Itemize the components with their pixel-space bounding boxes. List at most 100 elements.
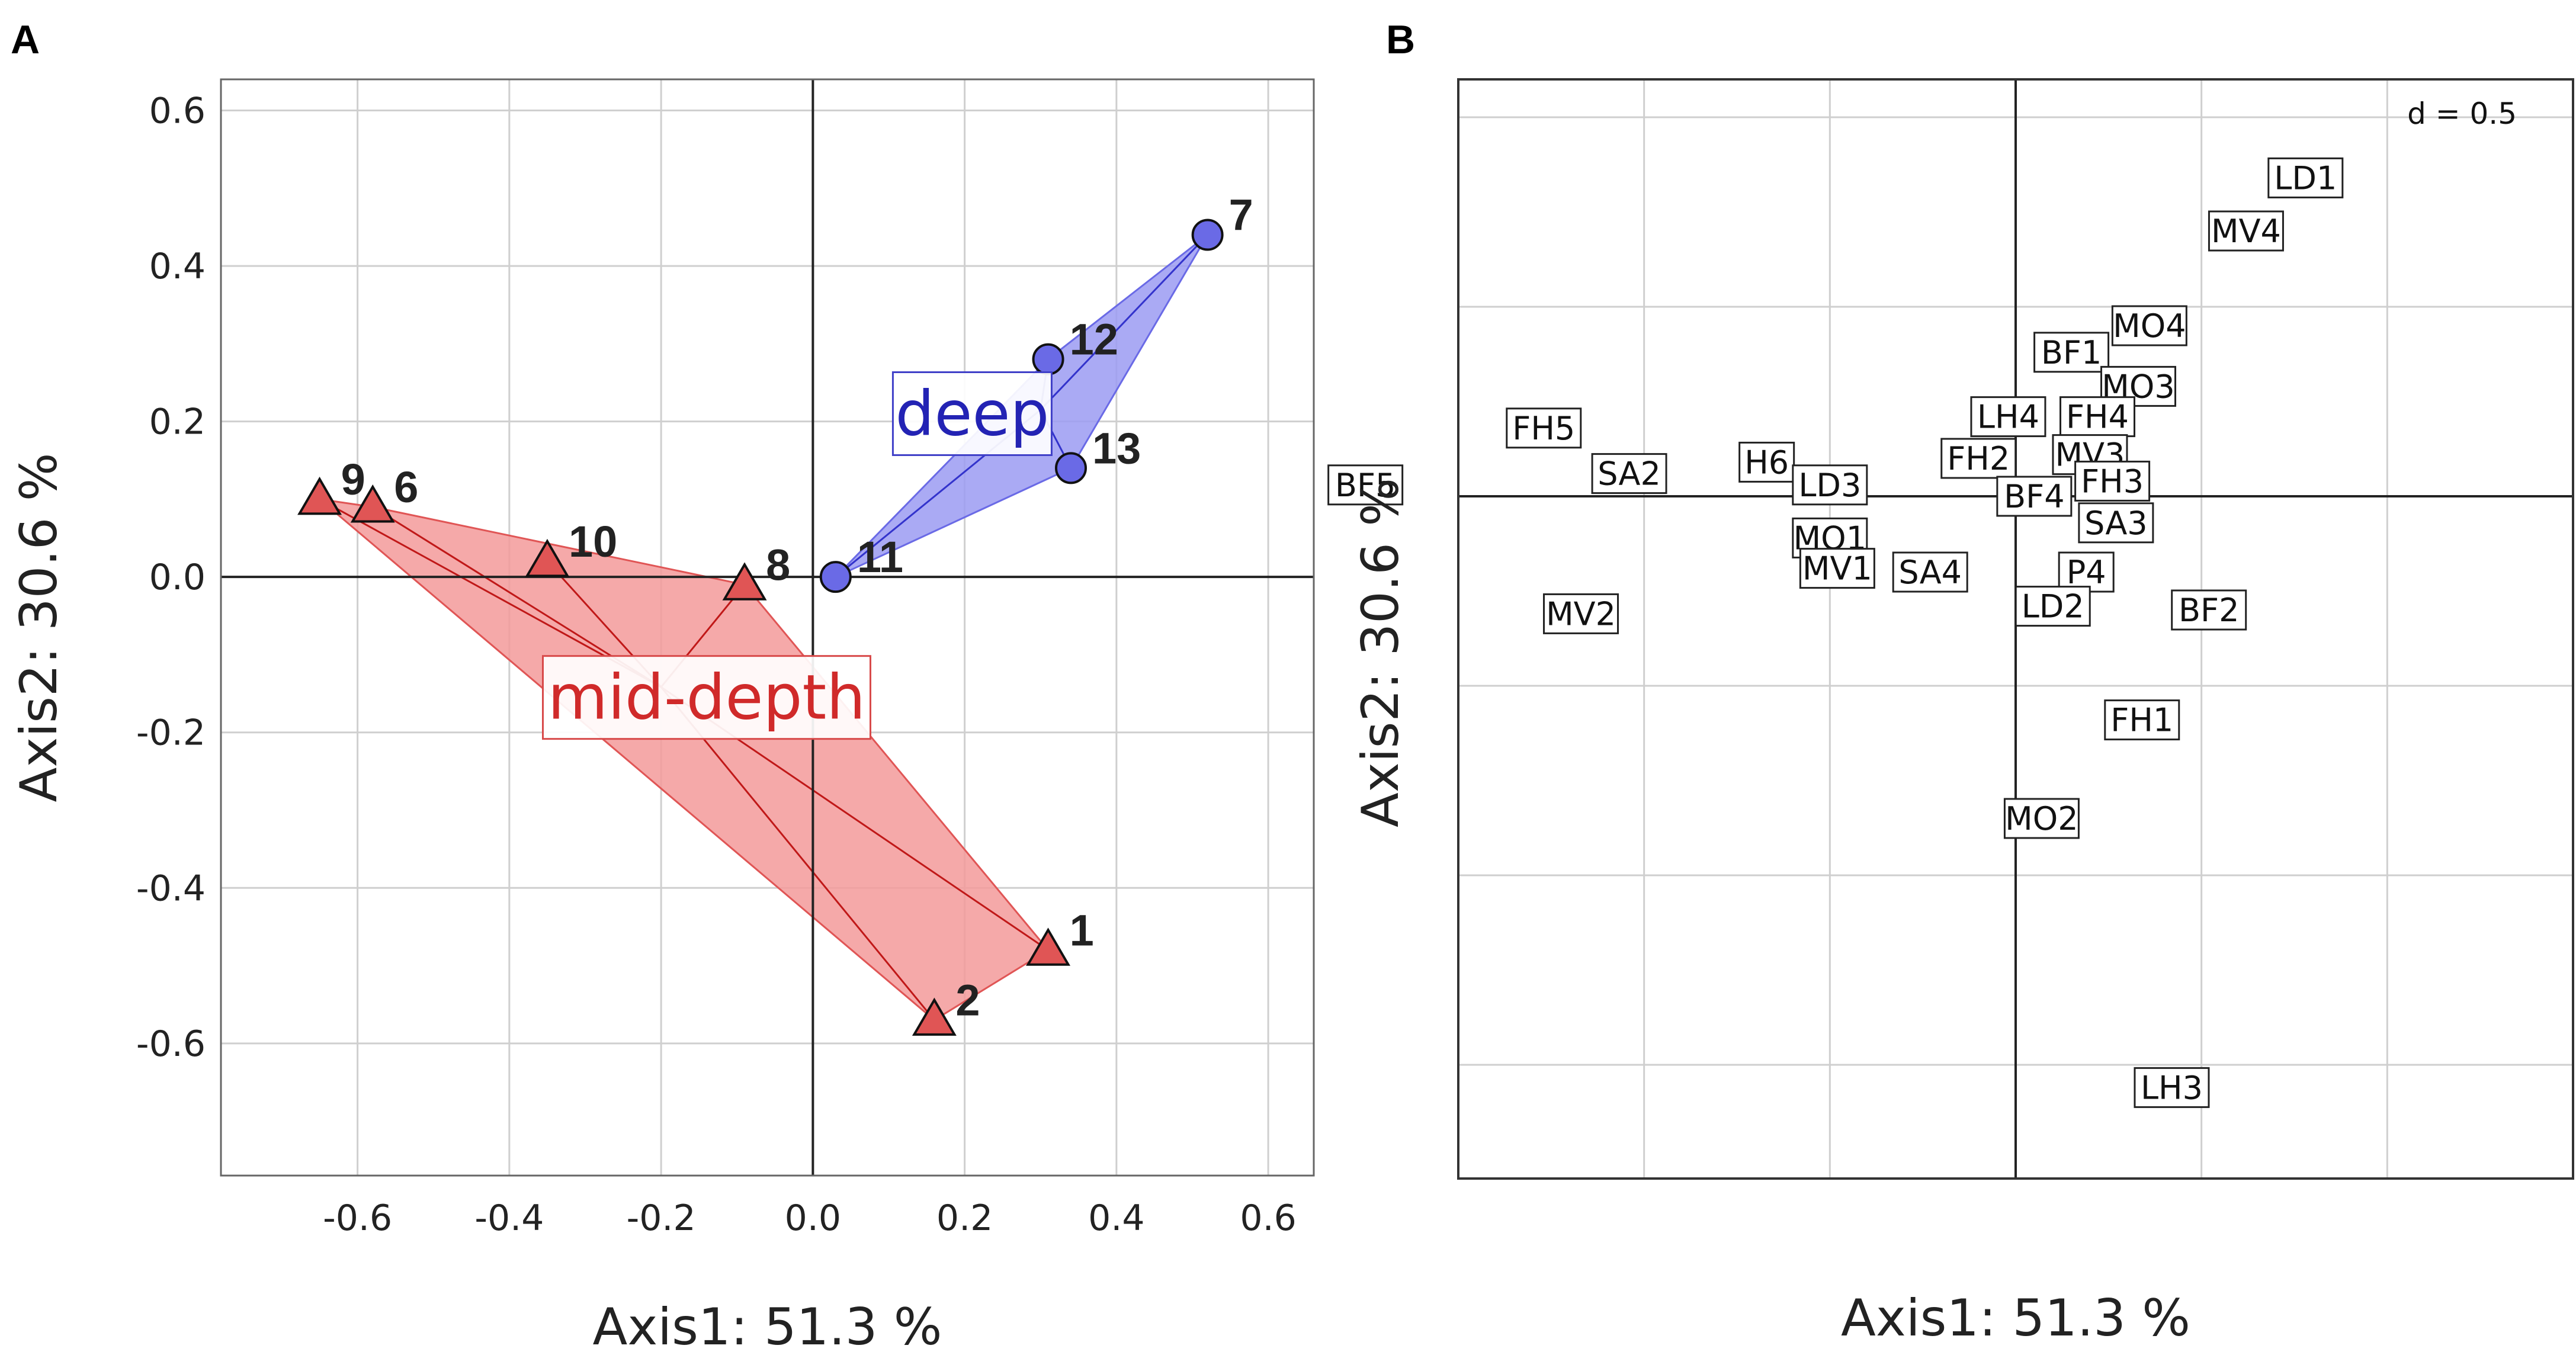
panel-b-scale-label: d = 0.5 bbox=[2407, 97, 2517, 131]
site-box-ld1 bbox=[2267, 157, 2344, 198]
site-label-fh1: FH1 bbox=[2110, 702, 2173, 739]
site-label-h6: H6 bbox=[1744, 444, 1789, 481]
site-label-fh4: FH4 bbox=[2066, 399, 2129, 436]
panel-a-letter: A bbox=[11, 17, 40, 62]
panel-a-x-tick-label: 0.4 bbox=[1088, 1197, 1144, 1239]
site-label-mo2: MO2 bbox=[2005, 800, 2078, 837]
site-box-fh4 bbox=[2059, 396, 2136, 438]
panel-a-x-axis-label: Axis1: 51.3 % bbox=[593, 1298, 942, 1357]
site-label-ld1: LD1 bbox=[2274, 159, 2337, 197]
site-label-sa3: SA3 bbox=[2084, 505, 2148, 542]
panel-a-tick-labels: -0.6 -0.4 -0.2 0.0 0.2 0.4 0.6 -0.6 -0.4 -0.2 0.0 0… bbox=[136, 91, 1297, 1239]
panel-a-y-tick-label: -0.6 bbox=[136, 1023, 206, 1065]
group-label-box-mid-depth bbox=[542, 655, 871, 740]
site-bf2: BF2 bbox=[2171, 589, 2247, 631]
point-6 bbox=[350, 484, 395, 523]
site-box-mv1 bbox=[1799, 548, 1875, 589]
site-label-mv1: MV1 bbox=[1802, 550, 1872, 587]
panel-a-y-axis-label: Axis2: 30.6 % bbox=[9, 453, 69, 802]
site-box-bf5 bbox=[1327, 464, 1404, 506]
star-line-mid-depth bbox=[660, 686, 935, 1021]
panel-a-y-tick-label: 0.2 bbox=[149, 402, 206, 443]
site-label-bf1: BF1 bbox=[2041, 334, 2102, 371]
site-box-fh1 bbox=[2104, 699, 2180, 741]
site-label-bf4: BF4 bbox=[2004, 478, 2064, 515]
site-label-sa2: SA2 bbox=[1597, 455, 1661, 493]
site-label-fh2: FH2 bbox=[1947, 440, 2010, 477]
site-p4: P4 bbox=[2058, 551, 2115, 593]
panel-b-frame bbox=[1457, 78, 2574, 1180]
site-fh4: FH4 bbox=[2059, 396, 2136, 438]
site-fh3: FH3 bbox=[2074, 460, 2151, 502]
point-label-11: 11 bbox=[857, 532, 903, 582]
site-box-bf4 bbox=[1996, 476, 2073, 517]
point-label-6: 6 bbox=[394, 463, 418, 512]
point-label-9: 9 bbox=[341, 455, 365, 504]
site-box-mo3 bbox=[2100, 365, 2177, 407]
point-label-13: 13 bbox=[1092, 423, 1141, 473]
site-box-mv4 bbox=[2208, 210, 2284, 252]
point-9 bbox=[297, 476, 342, 515]
site-box-h6 bbox=[1738, 441, 1795, 483]
group-label-deep: deep bbox=[895, 377, 1049, 449]
site-label-p4: P4 bbox=[2067, 554, 2106, 591]
point-label-12: 12 bbox=[1070, 315, 1118, 364]
panel-b-letter: B bbox=[1386, 17, 1415, 62]
panel-a-x-tick-label: 0.6 bbox=[1240, 1197, 1296, 1239]
site-label-fh5: FH5 bbox=[1512, 410, 1575, 447]
site-bf4: BF4 bbox=[1996, 476, 2073, 517]
site-label-mv4: MV4 bbox=[2211, 213, 2281, 250]
group-label-box-deep bbox=[891, 371, 1053, 456]
point-label-2: 2 bbox=[955, 975, 980, 1025]
point-label-1: 1 bbox=[1070, 906, 1094, 955]
point-12 bbox=[1032, 343, 1064, 375]
panel-a-x-tick-label: -0.4 bbox=[474, 1197, 544, 1239]
site-ld2: LD2 bbox=[2014, 586, 2091, 627]
site-label-fh3: FH3 bbox=[2081, 463, 2144, 500]
site-label-bf5: BF5 bbox=[1335, 467, 1396, 504]
point-label-7: 7 bbox=[1229, 191, 1253, 240]
panel-a-points bbox=[297, 219, 1224, 1036]
site-bf1: BF1 bbox=[2033, 332, 2110, 373]
site-fh1: FH1 bbox=[2104, 699, 2180, 741]
panel-a-y-tick-label: 0.6 bbox=[149, 91, 206, 132]
point-11 bbox=[819, 561, 852, 593]
panel-a-zero-lines bbox=[221, 79, 1314, 1176]
panel-a-y-tick-label: -0.4 bbox=[136, 868, 206, 909]
group-label-mid-depth: mid-depth bbox=[548, 662, 865, 734]
site-box-bf1 bbox=[2033, 332, 2110, 373]
site-mv1: MV1 bbox=[1799, 548, 1875, 589]
site-mo2: MO2 bbox=[2003, 798, 2080, 839]
panel-a-x-tick-label: -0.6 bbox=[323, 1197, 392, 1239]
point-1 bbox=[1026, 927, 1071, 966]
point-label-8: 8 bbox=[766, 540, 790, 589]
site-box-sa4 bbox=[1892, 551, 1968, 593]
site-label-lh3: LH3 bbox=[2141, 1069, 2203, 1106]
site-box-ld2 bbox=[2014, 586, 2091, 627]
site-label-sa4: SA4 bbox=[1898, 554, 1962, 591]
site-bf5: BF5 bbox=[1327, 464, 1404, 506]
site-box-mv2 bbox=[1543, 593, 1619, 634]
site-ld3: LD3 bbox=[1792, 464, 1868, 506]
site-box-fh3 bbox=[2074, 460, 2151, 502]
site-label-mo4: MO4 bbox=[2113, 307, 2186, 345]
site-lh3: LH3 bbox=[2134, 1067, 2210, 1108]
panel-a-frame bbox=[220, 78, 1315, 1177]
site-box-sa3 bbox=[2078, 502, 2154, 544]
panel-a-group-labels: deep mid-depth bbox=[542, 371, 1053, 740]
site-box-bf2 bbox=[2171, 589, 2247, 631]
site-label-bf2: BF2 bbox=[2179, 592, 2239, 629]
site-mv2: MV2 bbox=[1543, 593, 1619, 634]
site-mv4: MV4 bbox=[2208, 210, 2284, 252]
site-box-mo4 bbox=[2111, 305, 2187, 346]
site-box-ld3 bbox=[1792, 464, 1868, 506]
panel-b-x-axis-label: Axis1: 51.3 % bbox=[1841, 1289, 2190, 1348]
point-label-10: 10 bbox=[569, 517, 617, 566]
panel-b-y-axis-label: Axis2: 30.6 % bbox=[1351, 478, 1410, 827]
point-8 bbox=[722, 562, 767, 601]
point-13 bbox=[1055, 452, 1087, 484]
site-label-ld3: LD3 bbox=[1798, 467, 1861, 504]
site-box-lh3 bbox=[2134, 1067, 2210, 1108]
panel-a-y-tick-label: 0.4 bbox=[149, 246, 206, 287]
